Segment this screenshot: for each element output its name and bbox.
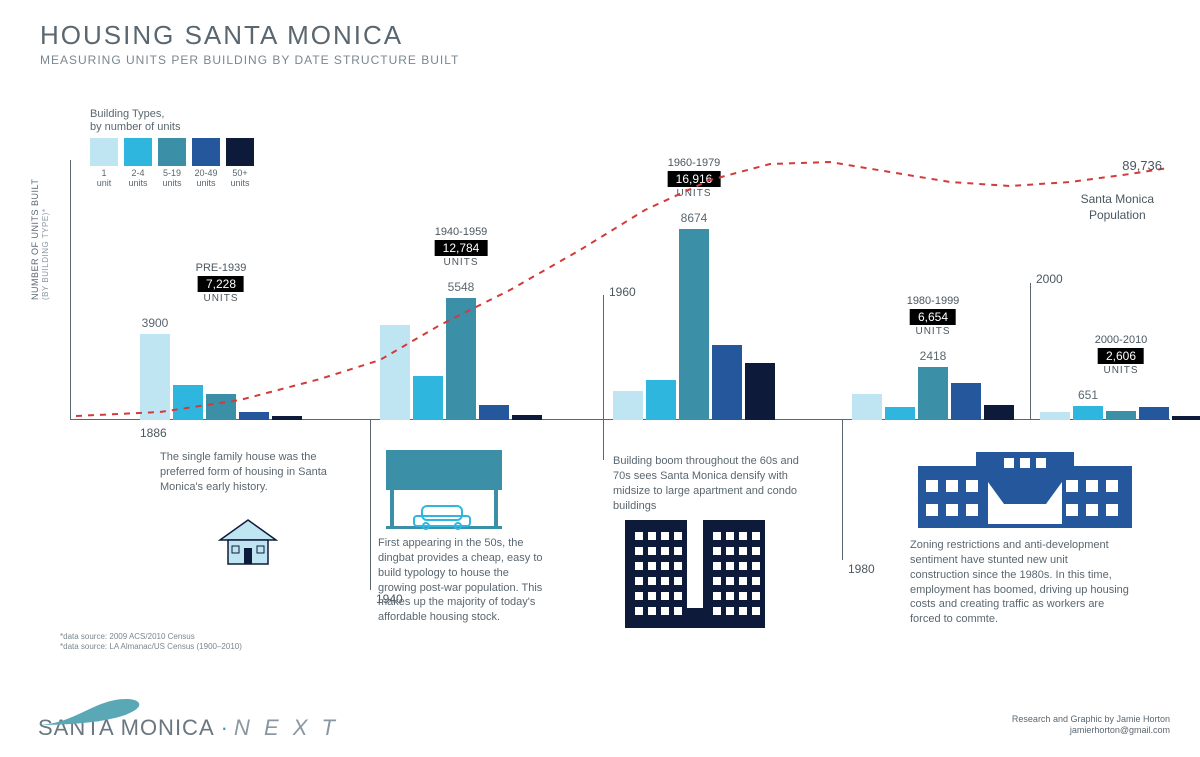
- bar: [745, 363, 775, 420]
- bar: [512, 415, 542, 420]
- bar: [173, 385, 203, 420]
- bar: [206, 394, 236, 420]
- logo: SANTA MONICA · N E X T: [38, 715, 339, 741]
- year-tick: 1960: [609, 285, 636, 299]
- data-sources: *data source: 2009 ACS/2010 Census *data…: [60, 632, 242, 653]
- period-range: 1940-1959: [435, 226, 488, 238]
- bar: 651: [1073, 406, 1103, 420]
- period-group: 6512000-20102,606UNITS: [1040, 406, 1200, 420]
- bar: [1172, 416, 1200, 420]
- year-line: [370, 420, 371, 590]
- period-group: 3900PRE-19397,228UNITS: [140, 334, 302, 420]
- year-tick: 1886: [140, 426, 167, 440]
- period-group: 24181980-19996,654UNITS: [852, 367, 1014, 420]
- bar: [380, 325, 410, 420]
- period-range: 1980-1999: [907, 295, 960, 307]
- period-group: 86741960-197916,916UNITS: [613, 229, 775, 420]
- period-header: PRE-1939 7,228UNITS: [196, 262, 247, 304]
- period-units-label: UNITS: [196, 293, 247, 304]
- credit: Research and Graphic by Jamie Horton jam…: [1012, 714, 1170, 737]
- bar-value-label: 5548: [448, 280, 475, 294]
- period-total: 12,784: [435, 240, 488, 256]
- annotation: Building boom throughout the 60s and 70s…: [613, 454, 813, 513]
- annotation: The single family house was the preferre…: [160, 450, 330, 495]
- period-header: 1980-1999 6,654UNITS: [907, 295, 960, 337]
- period-units-label: UNITS: [668, 188, 721, 199]
- bar-value-label: 2418: [920, 349, 947, 363]
- period-header: 2000-2010 2,606UNITS: [1095, 334, 1148, 376]
- bar: [984, 405, 1014, 420]
- bar: [613, 391, 643, 420]
- bar-value-label: 3900: [142, 316, 169, 330]
- bar: [885, 407, 915, 420]
- period-total: 6,654: [910, 309, 956, 325]
- year-line: [842, 420, 843, 560]
- page-subtitle: MEASURING UNITS PER BUILDING BY DATE STR…: [40, 53, 459, 67]
- period-range: 1960-1979: [668, 157, 721, 169]
- annotation: First appearing in the 50s, the dingbat …: [378, 536, 548, 625]
- bar: 2418: [918, 367, 948, 420]
- bar: 3900: [140, 334, 170, 420]
- bar: [1106, 411, 1136, 420]
- y-axis-label: NUMBER OF UNITS BUILT (BY BUILDING TYPE)…: [30, 179, 50, 300]
- house-icon: [218, 518, 278, 573]
- bar: [646, 380, 676, 420]
- year-tick: 2000: [1036, 272, 1063, 286]
- period-header: 1940-1959 12,784UNITS: [435, 226, 488, 268]
- bar: [852, 394, 882, 420]
- chart: 3900PRE-19397,228UNITS55481940-195912,78…: [70, 100, 1170, 420]
- year-tick: 1980: [848, 562, 875, 576]
- bar: [239, 412, 269, 420]
- year-line: [603, 295, 604, 460]
- bar: [951, 383, 981, 420]
- period-group: 55481940-195912,784UNITS: [380, 298, 542, 420]
- period-units-label: UNITS: [1095, 365, 1148, 376]
- period-range: 2000-2010: [1095, 334, 1148, 346]
- period-range: PRE-1939: [196, 262, 247, 274]
- page-title: HOUSING SANTA MONICA: [40, 20, 459, 51]
- bar: [712, 345, 742, 420]
- population-end-value: 89,736: [1122, 158, 1162, 175]
- annotation: Zoning restrictions and anti-development…: [910, 538, 1130, 627]
- period-header: 1960-1979 16,916UNITS: [668, 157, 721, 199]
- period-units-label: UNITS: [435, 257, 488, 268]
- population-label: Santa Monica Population: [1081, 192, 1154, 223]
- bar: [1139, 407, 1169, 420]
- period-total: 7,228: [198, 276, 244, 292]
- period-total: 16,916: [668, 171, 721, 187]
- bar: [1040, 412, 1070, 420]
- period-units-label: UNITS: [907, 326, 960, 337]
- bar: 5548: [446, 298, 476, 420]
- year-line: [1030, 283, 1031, 420]
- bar: [479, 405, 509, 420]
- bar-value-label: 651: [1078, 388, 1098, 402]
- period-total: 2,606: [1098, 348, 1144, 364]
- y-axis: [70, 160, 71, 420]
- apartments-icon: [625, 512, 765, 635]
- garage-icon: [384, 448, 504, 535]
- bar: 8674: [679, 229, 709, 420]
- bar: [413, 376, 443, 420]
- large-building-icon: [916, 444, 1134, 535]
- bar: [272, 416, 302, 420]
- bar-value-label: 8674: [681, 211, 708, 225]
